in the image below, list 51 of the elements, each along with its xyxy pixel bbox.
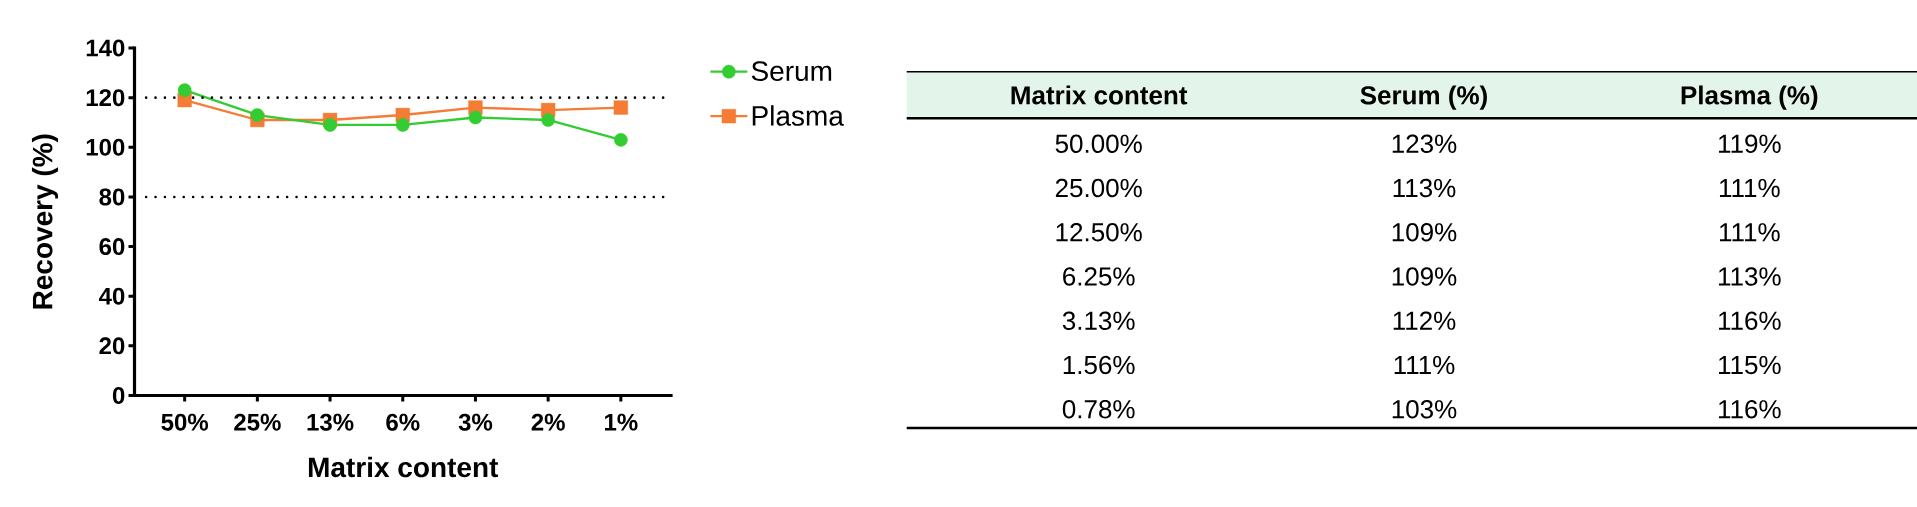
- y-tick-label: 0: [112, 387, 125, 404]
- text: 119%: [1719, 134, 1781, 153]
- y-tick-label: 40: [98, 287, 125, 305]
- point: [541, 113, 555, 127]
- text: 12.50%: [1056, 223, 1142, 242]
- text: Plasma (%): [1681, 85, 1818, 110]
- x-axis-title: Matrix content: [308, 456, 499, 478]
- x-tick-label: 13%: [307, 413, 354, 431]
- text: 111%: [1394, 355, 1455, 375]
- x-tick-label: 6%: [386, 413, 420, 431]
- y-tick-label: 80: [99, 188, 125, 206]
- text: 116%: [1719, 311, 1781, 330]
- text: 112%: [1393, 311, 1456, 330]
- y-tick-label: 140: [86, 39, 125, 57]
- point: [250, 108, 265, 122]
- x-tick-label: 2%: [531, 413, 565, 431]
- x-tick-label: 1%: [605, 413, 638, 431]
- text: 50.00%: [1055, 134, 1142, 153]
- text: 113%: [1719, 267, 1781, 286]
- text: 123%: [1392, 134, 1457, 153]
- y-tick-label: 20: [99, 337, 125, 355]
- text: 111%: [1719, 223, 1780, 242]
- text: 109%: [1392, 267, 1457, 286]
- text: Matrix content: [1011, 85, 1188, 105]
- text: 3.13%: [1062, 311, 1135, 330]
- text: 25.00%: [1055, 178, 1142, 198]
- text: Serum (%): [1360, 85, 1487, 110]
- y-tick-label: 60: [99, 238, 125, 256]
- x-tick-label: 25%: [234, 413, 281, 431]
- point: [395, 118, 410, 132]
- text: 1.56%: [1063, 355, 1135, 375]
- y-tick-label: 100: [86, 138, 125, 156]
- text: 103%: [1392, 400, 1457, 419]
- text: 109%: [1392, 223, 1457, 242]
- legend-label: Serum: [751, 61, 832, 82]
- x-tick-label: 50%: [161, 413, 209, 431]
- point: [614, 133, 628, 147]
- point: [613, 100, 628, 115]
- text: 111%: [1719, 178, 1780, 198]
- text: 0.78%: [1062, 400, 1135, 419]
- point: [468, 110, 483, 125]
- legend-label: Plasma: [752, 105, 844, 126]
- y-axis-title: Recovery (%): [31, 134, 59, 309]
- text: 115%: [1719, 355, 1781, 375]
- point: [323, 118, 337, 132]
- x-tick-label: 3%: [458, 413, 493, 431]
- text: 6.25%: [1063, 267, 1135, 286]
- text: 116%: [1719, 400, 1781, 419]
- y-tick-label: 120: [86, 89, 125, 107]
- point: [177, 83, 192, 97]
- text: 113%: [1393, 178, 1456, 198]
